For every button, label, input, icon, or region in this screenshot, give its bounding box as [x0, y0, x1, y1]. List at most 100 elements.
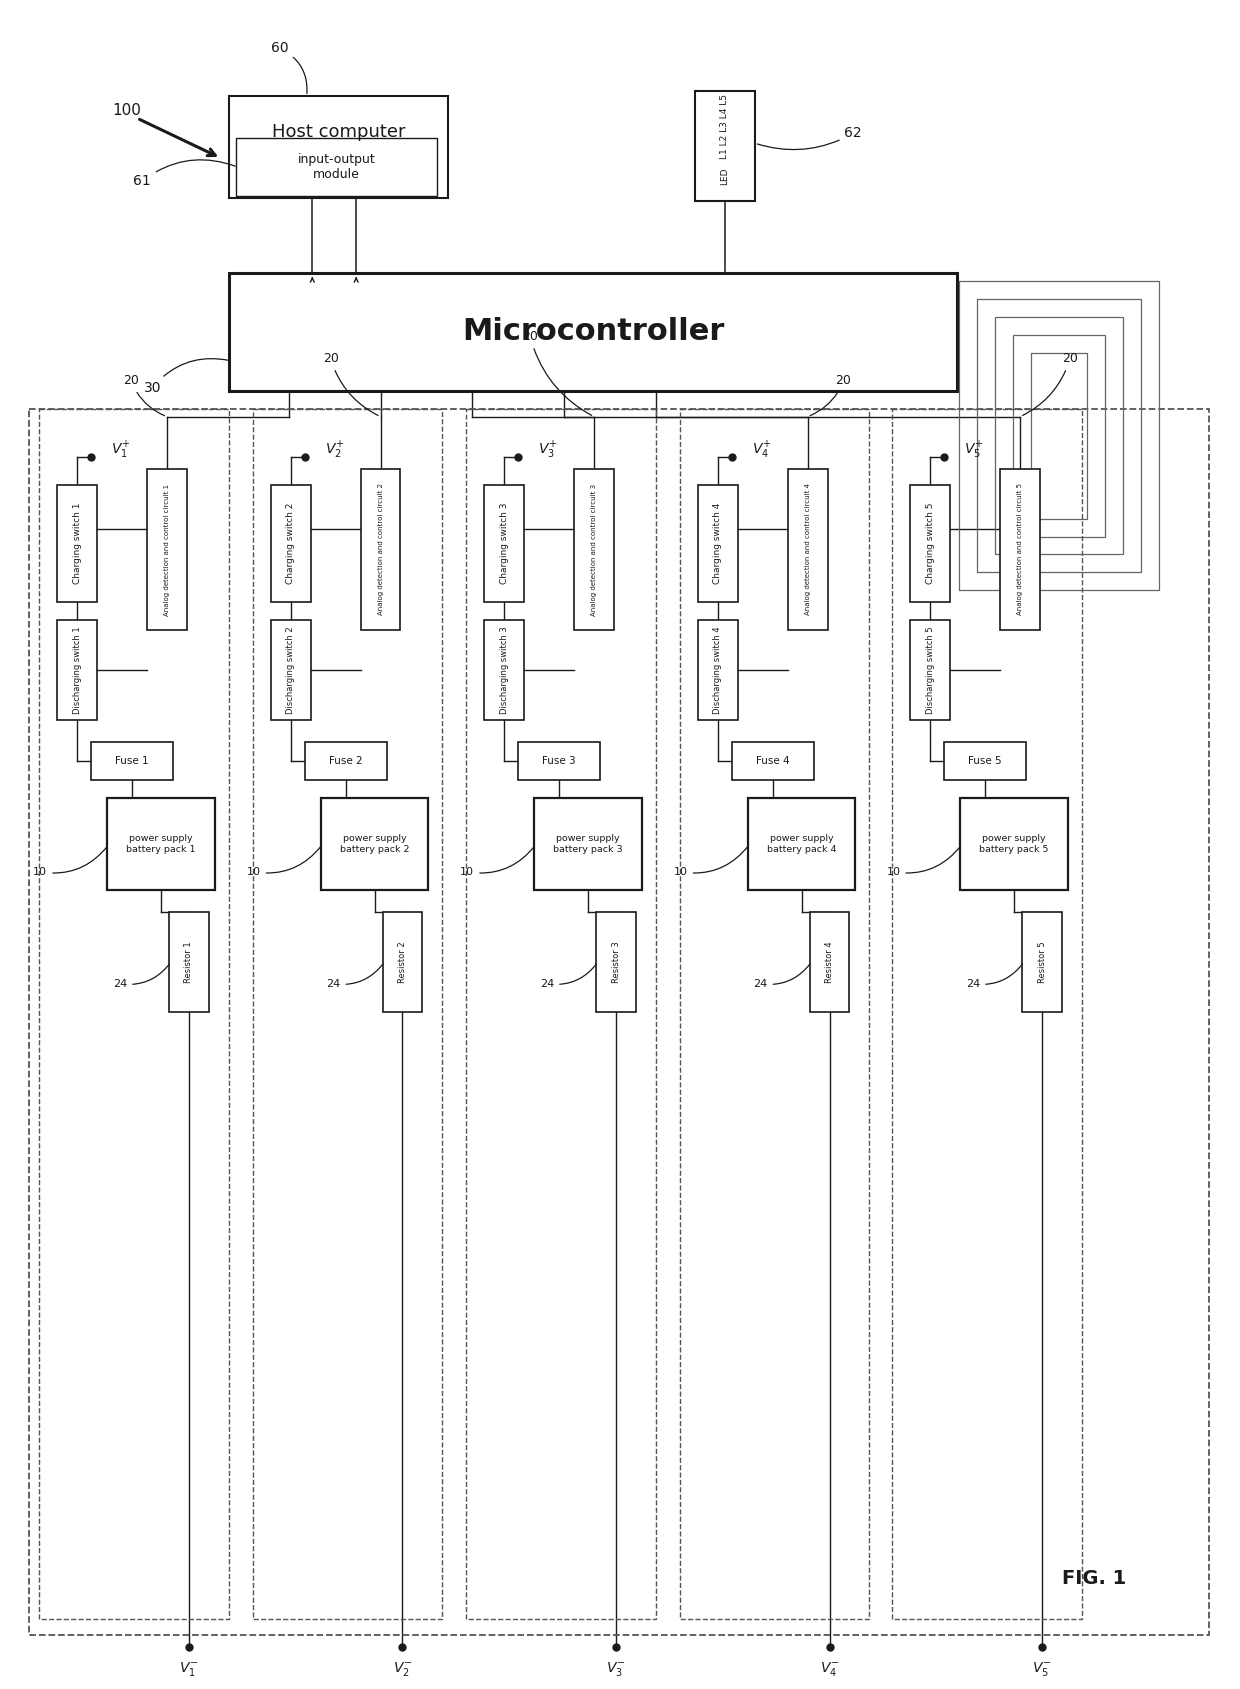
Bar — [1013, 334, 1105, 537]
Text: 24: 24 — [113, 964, 170, 988]
Bar — [57, 620, 97, 720]
Text: $V_{2}^{+}$: $V_{2}^{+}$ — [325, 441, 345, 461]
Bar — [698, 620, 738, 720]
Bar — [960, 280, 1159, 591]
Text: 30: 30 — [144, 358, 228, 395]
Bar — [485, 485, 525, 603]
Bar — [229, 274, 957, 390]
Bar — [57, 485, 97, 603]
Text: power supply
battery pack 1: power supply battery pack 1 — [126, 834, 196, 853]
Bar — [466, 409, 656, 1618]
Bar — [361, 468, 401, 630]
Bar — [534, 799, 642, 890]
Bar — [574, 468, 614, 630]
Text: input-output
module: input-output module — [298, 154, 376, 181]
Bar — [92, 741, 174, 780]
Bar — [977, 299, 1141, 573]
Bar — [596, 912, 636, 1012]
Bar — [893, 409, 1083, 1618]
Text: 20: 20 — [522, 331, 591, 415]
Text: 24: 24 — [966, 964, 1023, 988]
Bar — [107, 799, 215, 890]
Text: Resistor 1: Resistor 1 — [185, 941, 193, 983]
Text: power supply
battery pack 4: power supply battery pack 4 — [766, 834, 836, 853]
Text: Charging switch 4: Charging switch 4 — [713, 503, 722, 584]
Bar — [910, 485, 950, 603]
Bar — [40, 409, 229, 1618]
Text: Resistor 4: Resistor 4 — [825, 941, 835, 983]
Bar — [1032, 353, 1087, 519]
Bar — [1001, 468, 1040, 630]
Text: $V_{3}^{+}$: $V_{3}^{+}$ — [538, 441, 558, 461]
Text: power supply
battery pack 5: power supply battery pack 5 — [980, 834, 1049, 853]
Bar — [698, 485, 738, 603]
Text: LED: LED — [720, 167, 729, 184]
Text: Analog detection and control circuit 5: Analog detection and control circuit 5 — [1017, 483, 1023, 615]
Text: Charging switch 3: Charging switch 3 — [500, 503, 508, 584]
Text: $V_{4}^{-}$: $V_{4}^{-}$ — [820, 1660, 839, 1677]
Text: 60: 60 — [270, 41, 308, 93]
Bar — [305, 741, 387, 780]
Bar — [148, 468, 187, 630]
Bar — [236, 138, 438, 196]
Text: 24: 24 — [754, 964, 810, 988]
Text: $V_{2}^{-}$: $V_{2}^{-}$ — [393, 1660, 412, 1677]
Text: 10: 10 — [460, 846, 534, 877]
Text: L1 L2 L3 L4 L5: L1 L2 L3 L4 L5 — [720, 93, 729, 159]
Text: 24: 24 — [326, 964, 383, 988]
Text: Resistor 5: Resistor 5 — [1038, 941, 1047, 983]
Text: Analog detection and control circuit 2: Analog detection and control circuit 2 — [377, 483, 383, 615]
Bar — [945, 741, 1025, 780]
Text: Analog detection and control circuit 4: Analog detection and control circuit 4 — [805, 483, 811, 615]
Text: 20: 20 — [810, 375, 852, 415]
Text: Fuse 5: Fuse 5 — [968, 757, 1002, 767]
Bar — [787, 468, 827, 630]
Text: Discharging switch 1: Discharging switch 1 — [73, 627, 82, 714]
Text: 61: 61 — [134, 160, 236, 187]
Text: Analog detection and control circuit 1: Analog detection and control circuit 1 — [164, 483, 170, 615]
Text: Analog detection and control circuit 3: Analog detection and control circuit 3 — [591, 483, 596, 615]
Text: 10: 10 — [673, 846, 748, 877]
Text: Fuse 4: Fuse 4 — [756, 757, 790, 767]
Text: 20: 20 — [322, 353, 378, 415]
Text: 10: 10 — [887, 846, 961, 877]
Text: Discharging switch 5: Discharging switch 5 — [926, 627, 935, 714]
Bar — [960, 799, 1068, 890]
Bar — [253, 409, 443, 1618]
Bar — [694, 91, 755, 201]
Text: $V_{4}^{+}$: $V_{4}^{+}$ — [751, 441, 771, 461]
Bar — [382, 912, 423, 1012]
Text: Host computer: Host computer — [272, 123, 405, 142]
Bar — [810, 912, 849, 1012]
Text: Discharging switch 2: Discharging switch 2 — [286, 627, 295, 714]
Bar — [518, 741, 600, 780]
Text: 62: 62 — [758, 127, 862, 150]
Text: $V_{5}^{+}$: $V_{5}^{+}$ — [965, 441, 983, 461]
Text: Charging switch 1: Charging switch 1 — [73, 503, 82, 584]
Bar — [485, 620, 525, 720]
Text: 10: 10 — [247, 846, 321, 877]
Text: $V_{5}^{-}$: $V_{5}^{-}$ — [1032, 1660, 1052, 1677]
Text: 10: 10 — [33, 846, 108, 877]
Text: Charging switch 2: Charging switch 2 — [286, 503, 295, 584]
Bar — [1022, 912, 1061, 1012]
Bar — [748, 799, 856, 890]
Bar — [996, 318, 1123, 554]
Text: Charging switch 5: Charging switch 5 — [926, 503, 935, 584]
Bar — [270, 485, 311, 603]
Text: $V_{1}^{-}$: $V_{1}^{-}$ — [180, 1660, 198, 1677]
Bar — [680, 409, 869, 1618]
Text: FIG. 1: FIG. 1 — [1061, 1569, 1126, 1588]
Text: power supply
battery pack 2: power supply battery pack 2 — [340, 834, 409, 853]
Bar — [270, 620, 311, 720]
Text: 24: 24 — [539, 964, 596, 988]
Text: 100: 100 — [113, 103, 141, 118]
Bar — [910, 620, 950, 720]
Text: power supply
battery pack 3: power supply battery pack 3 — [553, 834, 622, 853]
Text: Fuse 1: Fuse 1 — [115, 757, 149, 767]
Bar — [321, 799, 429, 890]
Bar — [30, 409, 1209, 1635]
Text: Resistor 2: Resistor 2 — [398, 941, 407, 983]
Text: Fuse 2: Fuse 2 — [329, 757, 362, 767]
Text: 20: 20 — [123, 375, 165, 415]
